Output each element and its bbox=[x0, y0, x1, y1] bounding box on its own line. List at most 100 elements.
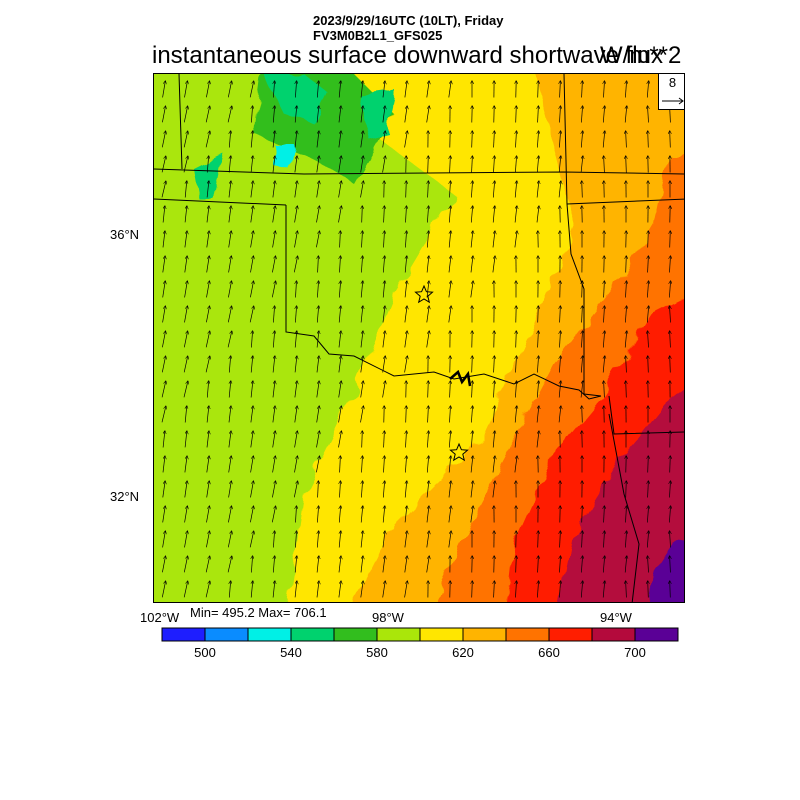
wind-arrow bbox=[472, 356, 473, 373]
wind-arrow bbox=[470, 281, 473, 298]
wind-arrow bbox=[603, 331, 604, 348]
wind-arrow bbox=[295, 81, 296, 98]
map-panel: 8 bbox=[153, 73, 685, 603]
wind-arrow bbox=[515, 406, 517, 423]
wind-arrow bbox=[340, 231, 341, 248]
wind-arrow bbox=[250, 231, 254, 248]
colorbar-swatch bbox=[505, 627, 550, 642]
wind-arrow bbox=[228, 206, 231, 223]
wind-arrow bbox=[581, 131, 582, 148]
wind-arrow bbox=[361, 481, 362, 498]
wind-arrow bbox=[514, 231, 517, 248]
colorbar-label: 620 bbox=[452, 645, 474, 660]
wind-arrow bbox=[250, 431, 253, 448]
wind-arrow bbox=[228, 181, 231, 198]
flux-shading bbox=[154, 74, 684, 602]
wind-arrow bbox=[404, 356, 408, 373]
wind-arrow bbox=[669, 506, 670, 523]
wind-arrow bbox=[471, 181, 472, 198]
wind-arrow bbox=[273, 306, 274, 323]
wind-arrow bbox=[185, 181, 187, 198]
wind-arrow bbox=[603, 556, 604, 573]
wind-arrow bbox=[362, 456, 363, 473]
colorbar-swatch bbox=[333, 627, 378, 642]
wind-arrow bbox=[560, 556, 561, 573]
wind-arrow bbox=[604, 81, 605, 98]
wind-arrow bbox=[581, 356, 582, 373]
wind-arrow bbox=[206, 406, 209, 423]
wind-arrow bbox=[338, 156, 342, 173]
wind-arrow bbox=[448, 481, 451, 498]
wind-arrow bbox=[205, 331, 210, 348]
wind-arrow bbox=[472, 381, 473, 398]
wind-arrow bbox=[316, 231, 319, 248]
wind-arrow bbox=[648, 456, 649, 473]
wind-arrow bbox=[251, 556, 252, 573]
wind-arrow bbox=[227, 556, 232, 573]
wind-arrow bbox=[272, 581, 275, 598]
wind-arrow bbox=[185, 406, 187, 423]
plot-title: instantaneous surface downward shortwave… bbox=[152, 42, 663, 69]
wind-arrow bbox=[360, 381, 364, 398]
wind-arrow bbox=[560, 81, 561, 98]
wind-arrow bbox=[537, 156, 538, 173]
wind-arrow bbox=[360, 556, 363, 573]
wind-arrow bbox=[560, 106, 561, 123]
wind-arrow bbox=[207, 156, 208, 173]
wind-arrow bbox=[604, 381, 605, 398]
wind-arrow bbox=[382, 156, 386, 173]
wind-arrow bbox=[449, 456, 451, 473]
wind-arrow bbox=[317, 306, 318, 323]
wind-arrow bbox=[493, 181, 494, 198]
wind-arrow bbox=[183, 356, 188, 373]
lon-label-102w: 102°W bbox=[140, 610, 180, 625]
wind-arrow bbox=[604, 531, 605, 548]
wind-arrow bbox=[272, 431, 276, 448]
wind-arrow bbox=[647, 306, 648, 323]
wind-arrow bbox=[560, 306, 561, 323]
wind-arrow bbox=[558, 406, 561, 423]
wind-arrow bbox=[427, 231, 428, 248]
wind-arrow bbox=[426, 331, 430, 348]
wind-arrow bbox=[227, 531, 231, 548]
wind-arrow bbox=[250, 481, 254, 498]
wind-arrow bbox=[382, 81, 385, 98]
wind-arrow bbox=[228, 481, 232, 498]
wind-arrow bbox=[582, 281, 583, 298]
wind-arrow bbox=[184, 281, 188, 298]
wind-arrow bbox=[382, 331, 385, 348]
wind-arrow bbox=[426, 481, 429, 498]
wind-arrow bbox=[648, 331, 649, 348]
wind-arrow bbox=[648, 581, 649, 598]
wind-arrow bbox=[603, 581, 605, 598]
wind-arrow bbox=[537, 356, 538, 373]
wind-arrow bbox=[183, 106, 187, 123]
wind-arrow bbox=[404, 281, 407, 298]
wind-arrow bbox=[382, 581, 386, 598]
wind-arrow bbox=[206, 231, 209, 248]
wind-arrow bbox=[205, 556, 210, 573]
wind-arrow bbox=[404, 106, 407, 123]
wind-arrow bbox=[471, 431, 472, 448]
wind-arrow bbox=[604, 506, 605, 523]
wind-arrow bbox=[162, 81, 166, 98]
wind-arrow bbox=[316, 181, 320, 198]
wind-arrow bbox=[494, 156, 495, 173]
wind-arrow bbox=[316, 406, 320, 423]
wind-arrow bbox=[536, 181, 539, 198]
wind-arrow bbox=[206, 256, 210, 273]
wind-arrow bbox=[271, 281, 275, 298]
wind-arrow bbox=[384, 431, 385, 448]
wind-arrow bbox=[249, 531, 254, 548]
wind-arrow bbox=[361, 256, 362, 273]
wind-arrow bbox=[360, 181, 364, 198]
wind-arrow bbox=[229, 156, 231, 173]
wind-arrow bbox=[360, 306, 363, 323]
wind-arrow bbox=[227, 81, 231, 98]
wind-arrow bbox=[294, 131, 297, 148]
wind-arrow bbox=[626, 381, 627, 398]
wind-arrow bbox=[382, 356, 386, 373]
wind-arrow bbox=[294, 156, 297, 173]
wind-arrow bbox=[317, 506, 318, 523]
wind-arrow bbox=[648, 106, 649, 123]
